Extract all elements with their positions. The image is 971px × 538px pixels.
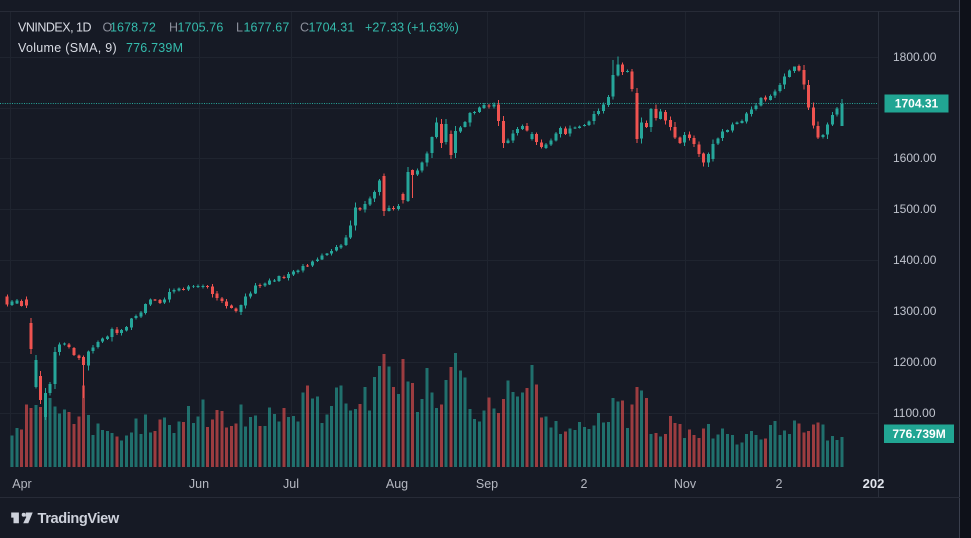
svg-text:Nov: Nov [674, 477, 697, 491]
svg-text:1100.00: 1100.00 [893, 406, 936, 420]
svg-text:776.739M: 776.739M [126, 41, 183, 55]
svg-text:VNINDEX, 1D: VNINDEX, 1D [18, 21, 91, 35]
svg-text:(+1.63%): (+1.63%) [407, 21, 459, 35]
svg-text:1677.67: 1677.67 [244, 21, 290, 35]
svg-text:776.739M: 776.739M [892, 427, 945, 441]
svg-text:2: 2 [776, 477, 783, 491]
svg-text:Aug: Aug [386, 477, 408, 491]
svg-text:TradingView: TradingView [38, 511, 120, 527]
svg-text:1300.00: 1300.00 [893, 304, 937, 318]
svg-text:C: C [300, 21, 309, 35]
svg-text:1400.00: 1400.00 [893, 253, 937, 267]
svg-text:+27.33: +27.33 [365, 21, 404, 35]
svg-text:Jun: Jun [189, 477, 209, 491]
svg-text:Volume (SMA, 9): Volume (SMA, 9) [18, 41, 117, 55]
svg-text:1600.00: 1600.00 [893, 151, 937, 165]
svg-text:1705.76: 1705.76 [178, 21, 224, 35]
svg-text:Jul: Jul [283, 477, 299, 491]
svg-text:1500.00: 1500.00 [893, 202, 937, 216]
svg-text:L: L [236, 21, 243, 35]
svg-text:Apr: Apr [12, 477, 31, 491]
svg-text:2: 2 [581, 477, 588, 491]
svg-text:1800.00: 1800.00 [893, 50, 937, 64]
svg-text:Sep: Sep [476, 477, 498, 491]
svg-text:202: 202 [863, 476, 885, 491]
svg-text:O: O [103, 21, 113, 35]
svg-text:1704.31: 1704.31 [895, 97, 939, 111]
svg-text:1200.00: 1200.00 [893, 355, 937, 369]
svg-text:H: H [169, 21, 178, 35]
svg-text:1704.31: 1704.31 [309, 21, 355, 35]
svg-text:1678.72: 1678.72 [110, 21, 156, 35]
